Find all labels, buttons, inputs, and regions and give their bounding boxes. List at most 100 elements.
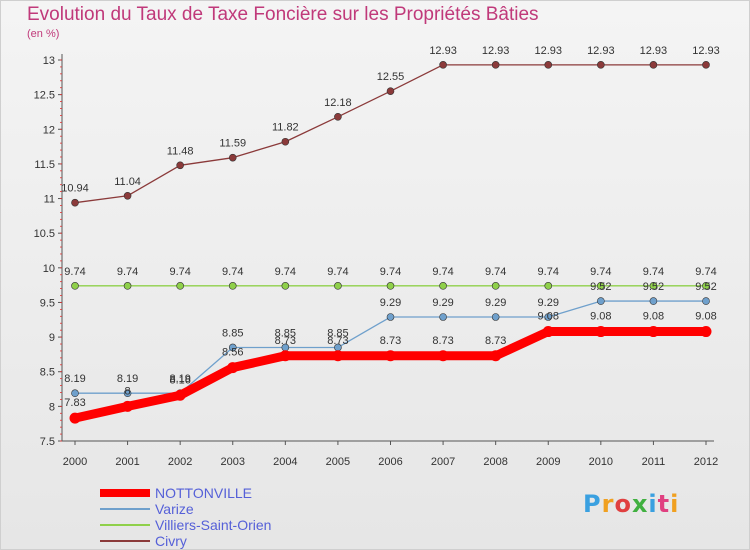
data-label: 10.94 xyxy=(61,183,89,195)
data-label: 9.52 xyxy=(590,281,611,293)
data-label: 9.74 xyxy=(275,266,296,278)
data-label: 12.93 xyxy=(640,45,668,57)
data-point xyxy=(122,400,134,412)
x-tick-label: 2005 xyxy=(326,456,350,468)
data-label: 9.74 xyxy=(590,266,611,278)
x-tick-label: 2000 xyxy=(63,456,87,468)
data-label: 8.16 xyxy=(169,374,190,386)
data-label: 12.55 xyxy=(377,71,405,83)
data-point xyxy=(386,282,395,290)
y-tick-label: 10 xyxy=(43,263,55,275)
data-point xyxy=(597,282,605,290)
series-line-civry xyxy=(74,64,707,204)
chart-title: Evolution du Taux de Taxe Foncière sur l… xyxy=(27,4,539,25)
logo-letter: P xyxy=(583,490,602,518)
x-tick-label: 2006 xyxy=(378,456,402,468)
data-label: 8.73 xyxy=(380,335,401,347)
data-point xyxy=(439,313,447,321)
logo-letter: o xyxy=(614,490,632,518)
data-label: 11.82 xyxy=(272,122,299,134)
data-point xyxy=(595,326,607,338)
y-tick-label: 12.5 xyxy=(34,90,55,102)
data-point xyxy=(334,282,342,290)
proxiti-logo: Proxiti xyxy=(583,490,679,518)
data-point xyxy=(700,326,712,338)
logo-letter: i xyxy=(670,490,680,518)
data-point xyxy=(71,282,79,290)
x-tick-label: 2002 xyxy=(168,456,192,468)
data-point xyxy=(544,282,553,290)
x-tick-label: 2007 xyxy=(431,456,455,468)
data-point xyxy=(649,61,658,69)
data-label: 11.04 xyxy=(114,176,141,188)
data-point xyxy=(386,87,395,95)
data-label: 9.29 xyxy=(380,297,401,309)
legend-label: Civry xyxy=(155,533,187,549)
data-label: 12.93 xyxy=(429,45,457,57)
data-point xyxy=(702,61,710,69)
y-tick-label: 7.5 xyxy=(40,436,55,448)
data-point xyxy=(386,313,395,321)
x-tick-label: 2009 xyxy=(536,456,560,468)
y-tick-label: 9 xyxy=(49,332,55,344)
data-point xyxy=(702,297,710,305)
data-point xyxy=(69,412,81,424)
data-label: 9.74 xyxy=(169,266,190,278)
data-point xyxy=(334,113,342,121)
x-tick-label: 2012 xyxy=(694,456,718,468)
data-label: 12.93 xyxy=(482,45,510,57)
data-label: 11.48 xyxy=(167,145,194,157)
data-label: 8.85 xyxy=(275,327,296,339)
logo-letter: i xyxy=(648,490,658,518)
data-point xyxy=(597,61,605,69)
data-point xyxy=(71,389,79,398)
data-label: 8 xyxy=(125,385,131,397)
x-tick-label: 2001 xyxy=(115,456,139,468)
data-label: 8.19 xyxy=(169,373,190,385)
unit-label: (en %) xyxy=(27,28,60,40)
data-point xyxy=(332,350,344,362)
data-label: 9.74 xyxy=(432,266,453,278)
data-label: 12.93 xyxy=(587,45,615,57)
y-tick-label: 8 xyxy=(49,401,55,413)
data-label: 8.73 xyxy=(485,335,506,347)
data-point xyxy=(123,389,132,398)
y-tick-label: 11.5 xyxy=(34,159,55,171)
data-label: 8.85 xyxy=(327,327,348,339)
data-point xyxy=(542,326,554,338)
y-tick-label: 13 xyxy=(43,55,55,67)
data-label: 11.59 xyxy=(219,138,246,150)
data-label: 12.93 xyxy=(692,45,720,57)
data-point xyxy=(491,61,500,69)
y-tick-label: 11 xyxy=(44,194,55,206)
data-label: 9.74 xyxy=(222,266,243,278)
data-label: 9.29 xyxy=(485,297,506,309)
data-label: 9.08 xyxy=(643,311,664,323)
data-point xyxy=(279,350,291,362)
data-point xyxy=(597,297,605,305)
data-label: 9.74 xyxy=(485,266,506,278)
data-label: 7.83 xyxy=(64,397,85,409)
legend-label: Varize xyxy=(155,501,194,517)
data-label: 9.74 xyxy=(538,266,559,278)
data-point xyxy=(439,282,447,290)
logo-letter: x xyxy=(631,490,649,518)
data-point xyxy=(123,191,132,200)
data-point xyxy=(647,326,659,338)
data-point xyxy=(544,61,553,69)
data-label: 9.74 xyxy=(117,266,138,278)
x-tick-label: 2003 xyxy=(221,456,245,468)
data-label: 9.29 xyxy=(432,297,453,309)
data-label: 9.74 xyxy=(327,266,348,278)
logo-letter: r xyxy=(601,490,615,518)
data-label: 9.08 xyxy=(538,311,559,323)
data-point xyxy=(491,282,500,290)
data-point xyxy=(71,198,79,207)
data-label: 8.19 xyxy=(64,373,85,385)
x-tick-label: 2010 xyxy=(589,456,613,468)
data-label: 9.08 xyxy=(695,311,716,323)
data-label: 9.74 xyxy=(64,266,85,278)
legend-swatch xyxy=(100,540,150,542)
data-point xyxy=(544,313,553,321)
